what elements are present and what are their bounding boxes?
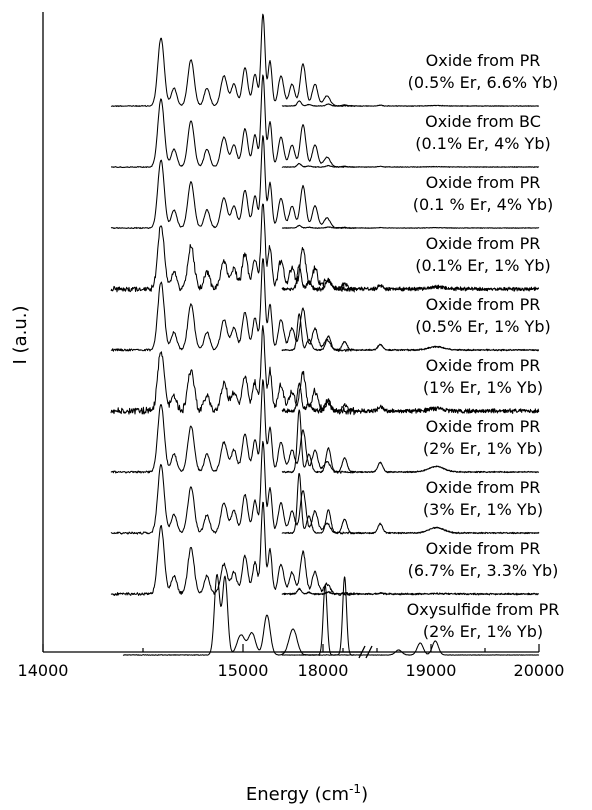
axis-break-mark [365, 645, 373, 659]
x-tick-label: 20000 [514, 661, 565, 680]
curve-label-line2: (2% Er, 1% Yb) [423, 622, 543, 641]
x-tick-label: 15000 [218, 661, 269, 680]
spectrum-line [281, 576, 540, 656]
curve-label-line2: (3% Er, 1% Yb) [423, 500, 543, 519]
spectrum-line [110, 135, 356, 230]
spectrum-line [281, 409, 540, 474]
curve-label-line2: (0.1% Er, 4% Yb) [415, 134, 550, 153]
curve-label-line1: Oxide from PR [426, 295, 541, 314]
curve-label-line1: Oxide from PR [426, 539, 541, 558]
axes: 14000 15000 18000 19000 20000 [18, 12, 565, 680]
spectrum-line [110, 325, 356, 416]
spectrum-line [281, 100, 540, 107]
spectra-group [110, 13, 540, 656]
spectrum-line [281, 587, 540, 596]
curve-label-line1: Oxide from PR [426, 478, 541, 497]
spectrum-line [111, 74, 355, 169]
x-tick-label: 18000 [298, 661, 349, 680]
curve-label-line1: Oxide from PR [426, 51, 541, 70]
curve-label-line1: Oxide from PR [426, 234, 541, 253]
curve-label-line2: (2% Er, 1% Yb) [423, 439, 543, 458]
spectrum-line [110, 13, 355, 108]
spectrum-line [110, 440, 356, 535]
y-axis-title: I (a.u.) [10, 306, 31, 365]
curve-label-line2: (0.5% Er, 1% Yb) [415, 317, 550, 336]
spectrum-line [110, 258, 355, 352]
x-axis-title-close: ) [361, 784, 368, 805]
spectrum-line [110, 379, 356, 474]
spectrum-line [110, 501, 356, 597]
spectrum-line [281, 382, 540, 414]
curve-label-line2: (0.1 % Er, 4% Yb) [413, 195, 554, 214]
curve-label-line1: Oxide from PR [426, 356, 541, 375]
spectrum-line [281, 313, 540, 352]
x-tick-label: 14000 [18, 661, 69, 680]
curve-label-line1: Oxysulfide from PR [407, 600, 560, 619]
spectrum-line [281, 224, 540, 229]
curve-label-line1: Oxide from PR [426, 417, 541, 436]
spectrum-line [110, 203, 356, 293]
curve-label-line2: (6.7% Er, 3.3% Yb) [408, 561, 559, 580]
spectrum-line [281, 472, 540, 535]
curve-label-line1: Oxide from PR [426, 173, 541, 192]
x-axis-title-superscript: -1 [349, 782, 361, 796]
curve-label-line2: (0.1% Er, 1% Yb) [415, 256, 550, 275]
curve-label-line1: Oxide from BC [425, 112, 541, 131]
curve-label-line2: (0.5% Er, 6.6% Yb) [408, 73, 559, 92]
spectrum-line [281, 264, 540, 292]
x-axis-title: Energy (cm-1) [246, 782, 368, 805]
x-axis-title-text: Energy (cm [246, 784, 349, 805]
x-tick-label: 19000 [406, 661, 457, 680]
curve-label-line2: (1% Er, 1% Yb) [423, 378, 543, 397]
axis-break-mark [358, 645, 366, 659]
spectrum-line [281, 162, 540, 168]
curve-labels: Oxide from PR (0.5% Er, 6.6% Yb) Oxide fro… [407, 51, 560, 641]
